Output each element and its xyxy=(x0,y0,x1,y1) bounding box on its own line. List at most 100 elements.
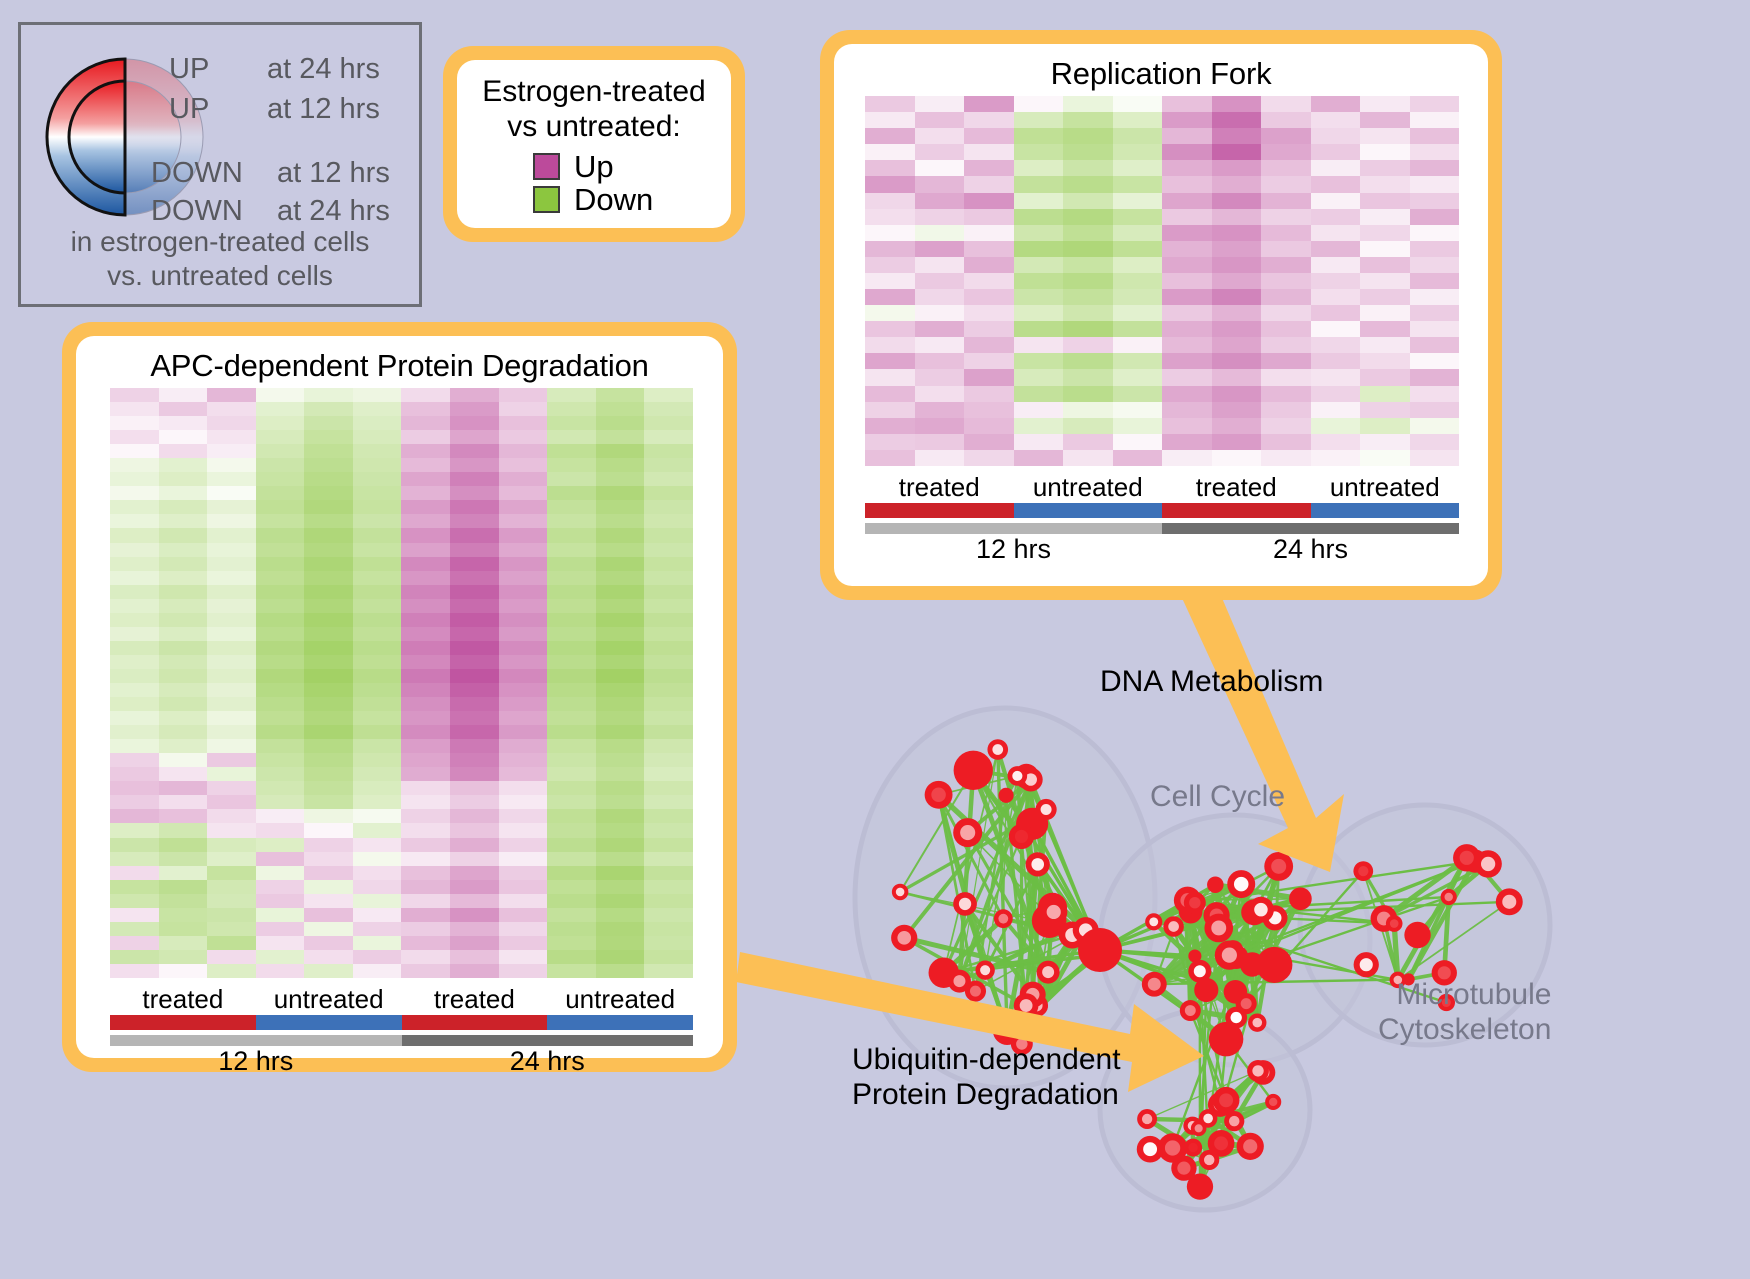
heatmap-cell xyxy=(498,430,548,445)
heatmap-cell xyxy=(352,753,402,768)
heatmap-cell xyxy=(865,289,915,306)
heatmap-cell xyxy=(1211,96,1261,113)
heatmap-cell xyxy=(865,433,915,450)
heatmap-cell xyxy=(207,963,256,978)
heatmap-cell xyxy=(547,444,596,459)
heatmap-cell xyxy=(304,626,353,641)
heatmap-cell xyxy=(1162,112,1212,129)
heatmap-cell xyxy=(547,739,596,754)
heatmap-cell xyxy=(401,697,451,712)
heatmap-cell xyxy=(207,753,256,768)
heatmap-cell xyxy=(1063,256,1113,273)
heatmap-cell xyxy=(1112,401,1162,418)
condition-color-bar xyxy=(865,503,1459,518)
heatmap-cell xyxy=(498,949,548,964)
heatmap-cell xyxy=(450,542,499,557)
heatmap-cell xyxy=(304,682,353,698)
heatmap-cell xyxy=(304,711,353,726)
heatmap-cell xyxy=(595,725,645,740)
heatmap-cell xyxy=(644,612,693,627)
heatmap-cell xyxy=(1013,449,1063,466)
network-node xyxy=(1236,1132,1264,1160)
heatmap-cell xyxy=(401,837,451,852)
heatmap-cell xyxy=(110,767,159,782)
heatmap-cell xyxy=(644,935,693,950)
heatmap-cell xyxy=(1360,417,1410,434)
heatmap-cell xyxy=(498,458,548,473)
heatmap-cell xyxy=(255,598,305,613)
network-node xyxy=(1225,1006,1248,1029)
heatmap-cell xyxy=(110,388,159,403)
heatmap-cell xyxy=(158,921,208,936)
heatmap-cell xyxy=(1211,224,1261,241)
replication-fork-heatmap xyxy=(865,96,1459,466)
heatmap-cell xyxy=(644,907,693,922)
heatmap-cell xyxy=(158,416,208,431)
color-bar-segment xyxy=(865,503,1014,518)
heatmap-cell xyxy=(450,458,499,473)
network-node xyxy=(1247,896,1274,923)
heatmap-cell xyxy=(352,823,402,838)
heatmap-cell xyxy=(1261,305,1311,322)
heatmap-cell xyxy=(255,486,305,501)
heatmap-cell xyxy=(304,725,353,740)
heatmap-cell xyxy=(304,598,353,613)
heatmap-cell xyxy=(595,584,645,599)
heatmap-cell xyxy=(401,444,451,459)
heatmap-cell xyxy=(1162,385,1212,402)
network-node xyxy=(1389,971,1407,989)
heatmap-cell xyxy=(1211,369,1261,386)
heatmap-cell xyxy=(1310,433,1360,450)
condition-label-2: treated xyxy=(1195,472,1277,502)
heatmap-cell xyxy=(865,272,915,290)
heatmap-cell xyxy=(914,305,964,322)
network-node xyxy=(891,883,909,901)
heatmap-cell xyxy=(1310,369,1360,386)
heatmap-cell xyxy=(1360,401,1410,418)
heatmap-cell xyxy=(1261,369,1311,386)
heatmap-cell xyxy=(1162,369,1212,386)
heatmap-cell xyxy=(1013,192,1063,209)
heatmap-cell xyxy=(1063,449,1113,466)
heatmap-cell xyxy=(255,865,305,880)
heatmap-cell xyxy=(158,697,208,712)
network-node xyxy=(1035,798,1057,821)
heatmap-cell xyxy=(255,472,305,487)
heatmap-cell xyxy=(401,486,451,501)
heatmap-cell xyxy=(964,144,1014,161)
heatmap-cell xyxy=(304,767,353,782)
heatmap-cell xyxy=(595,402,645,417)
legend-title-line2: vs untreated: xyxy=(507,110,681,144)
heatmap-cell xyxy=(207,388,256,403)
network-node xyxy=(953,818,983,848)
heatmap-cell xyxy=(547,949,596,964)
heatmap-cell xyxy=(1409,433,1459,450)
network-node xyxy=(1183,891,1206,914)
heatmap-cell xyxy=(158,753,208,768)
heatmap-cell xyxy=(110,556,159,571)
heatmap-cell xyxy=(964,449,1014,466)
heatmap-cell xyxy=(547,612,596,627)
heatmap-cell xyxy=(644,668,693,683)
network-node xyxy=(1212,1086,1240,1114)
condition-label-0: treated xyxy=(142,984,224,1014)
heatmap-cell xyxy=(1261,240,1311,257)
heatmap-cell xyxy=(547,682,596,698)
heatmap-cell xyxy=(1409,208,1459,225)
heatmap-cell xyxy=(352,514,402,529)
heatmap-cell xyxy=(352,767,402,782)
condition-label-2: treated xyxy=(433,984,515,1014)
heatmap-cell xyxy=(1261,256,1311,273)
heatmap-cell xyxy=(352,963,402,978)
condition-labels: treated untreated treated untreated xyxy=(865,472,1459,503)
heatmap-cell xyxy=(158,598,208,613)
heatmap-cell xyxy=(1112,449,1162,466)
network-node xyxy=(1163,916,1184,937)
heatmap-cell xyxy=(644,865,693,880)
heatmap-cell xyxy=(304,865,353,880)
condition-label-3: untreated xyxy=(1329,472,1440,502)
heatmap-cell xyxy=(110,753,159,768)
heatmap-cell xyxy=(498,402,548,417)
heatmap-cell xyxy=(1409,353,1459,370)
heatmap-cell xyxy=(304,528,353,543)
